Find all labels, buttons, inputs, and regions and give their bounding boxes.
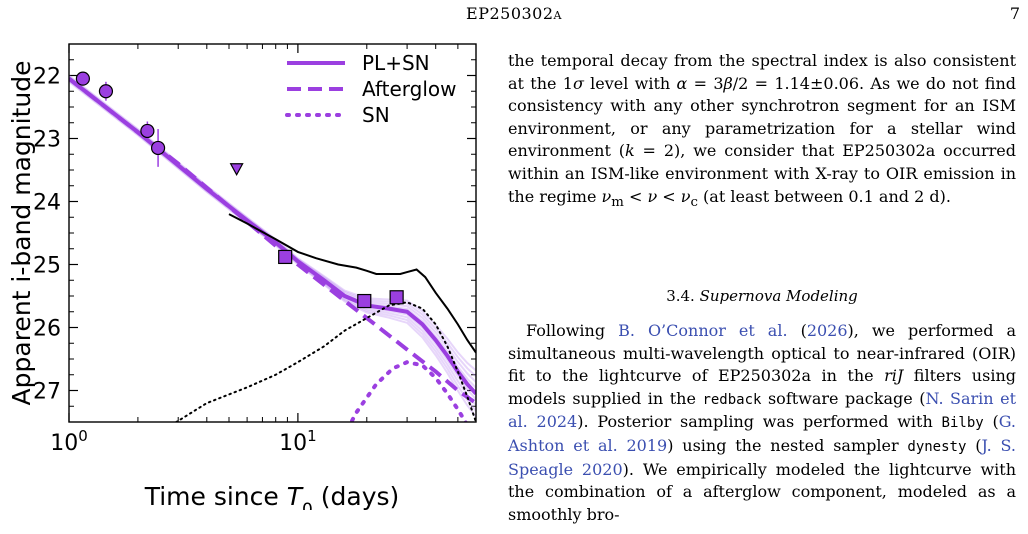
data-point-square (278, 249, 293, 265)
running-header: EP250302a (466, 4, 562, 23)
posterior-sample-line (69, 80, 476, 418)
data-point-square (389, 290, 404, 305)
data-point-square (357, 293, 372, 309)
series-line-model-4 (174, 301, 476, 422)
x-tick-label: 101 (279, 427, 317, 456)
series-line-sn (349, 360, 468, 422)
upper-limit-triangle (229, 163, 244, 176)
y-tick-label: 22 (33, 65, 61, 90)
y-tick-label: 25 (33, 254, 61, 279)
series-line-afterglow (69, 77, 476, 405)
paragraph-fit: the temporal decay from the spectral ind… (508, 51, 1017, 210)
data-point-circle (140, 123, 155, 139)
data-point-circle (150, 140, 166, 156)
series-line-model-3 (228, 213, 476, 354)
x-tick-label: 100 (50, 427, 88, 456)
posterior-sample-line (69, 80, 476, 412)
y-tick-label: 26 (33, 317, 61, 342)
plot-frame (68, 43, 477, 423)
data-point-circle (98, 84, 114, 99)
x-axis-label: Time since T0 (days) (144, 482, 400, 510)
legend-label-pl-sn: PL+SN (362, 51, 430, 75)
paragraph-supernova: Following B. O’Connor et al. (2026), we … (508, 321, 1017, 524)
legend-label-sn: SN (362, 103, 390, 127)
y-tick-label: 27 (33, 380, 61, 405)
y-axis-label: Apparent i-band magnitude (7, 61, 36, 406)
section-heading: 3.4. Supernova Modeling (666, 287, 858, 305)
y-tick-label: 23 (33, 128, 61, 153)
y-tick-label: 24 (33, 191, 61, 216)
page-number: 7 (1009, 4, 1020, 23)
legend-label-afterglow: Afterglow (362, 77, 457, 101)
data-point-circle (75, 71, 90, 86)
